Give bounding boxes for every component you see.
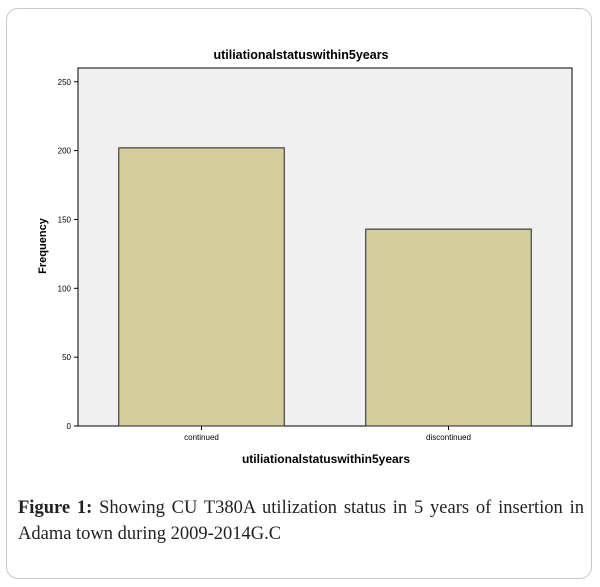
y-tick-label: 50 [62, 353, 71, 362]
figure-caption: Figure 1: Showing CU T380A utilization s… [18, 495, 584, 547]
y-axis-ticks: 0 50 100 150 200 250 [58, 78, 78, 431]
y-axis-label: Frequency [37, 217, 49, 274]
bar-discontinued [365, 228, 532, 427]
y-tick-label: 200 [58, 147, 72, 156]
x-tick-label: continued [184, 433, 219, 442]
y-tick-label: 100 [58, 284, 72, 293]
bar-continued [118, 147, 285, 427]
x-tick-label: discontinued [426, 433, 471, 442]
x-axis-ticks: continued discontinued [184, 426, 471, 442]
y-tick-label: 250 [58, 78, 72, 87]
y-tick-label: 0 [67, 422, 72, 431]
bars [118, 147, 532, 427]
y-tick-label: 150 [58, 215, 72, 224]
x-axis-label: utiliationalstatuswithin5years [242, 452, 410, 466]
chart-title: utiliationalstatuswithin5years [213, 48, 388, 62]
bar-chart: utiliationalstatuswithin5years 0 50 100 150… [37, 48, 573, 466]
caption-label: Figure 1: [18, 498, 93, 518]
caption-text: Showing CU T380A utilization status in 5… [18, 498, 584, 544]
